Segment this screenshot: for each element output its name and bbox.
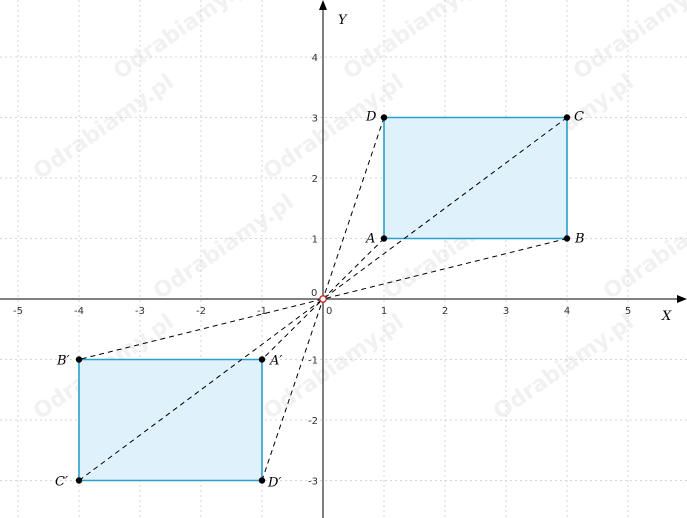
point-label-b2: B′ (56, 354, 70, 369)
point-c2 (75, 477, 83, 484)
watermark-text: Odrabiamy.pl (489, 310, 639, 425)
point-a (380, 235, 388, 242)
x-tick-label: 2 (442, 306, 448, 317)
point-a2 (258, 356, 266, 363)
y-tick-label: -1 (308, 356, 318, 367)
point-b (563, 235, 571, 242)
x-tick-label: -3 (135, 306, 145, 317)
y-tick-label: 2 (312, 174, 318, 185)
watermark-text: Odrabiamy.pl (569, 0, 687, 85)
point-label-b: B (574, 232, 585, 247)
origin-label: 0 (311, 288, 317, 299)
y-tick-label: 4 (312, 53, 318, 64)
y-tick-label: 1 (312, 235, 318, 246)
tick-labels: -5 -4 -3 -2 -1 0 1 2 3 4 5 -3 -2 -1 1 2 3 4 (13, 53, 631, 488)
y-tick-label: -2 (308, 416, 318, 427)
x-tick-label: 1 (381, 306, 387, 317)
y-axis-label: Y (338, 13, 348, 28)
x-axis-label: X (661, 309, 672, 324)
shapes-layer (78, 116, 568, 482)
x-axis-arrow-icon (677, 295, 687, 303)
point-d (380, 114, 388, 121)
x-tick-label: 5 (625, 306, 631, 317)
x-tick-label: 0 (326, 306, 332, 317)
points-layer: A B C D A′ B′ C′ D′ (55, 110, 585, 491)
center-point (319, 295, 327, 303)
point-c (563, 114, 571, 121)
x-tick-label: 4 (564, 306, 570, 317)
ray-c (78, 117, 568, 481)
y-tick-label: 3 (312, 114, 318, 125)
ray-b (78, 238, 568, 360)
rectangle-original (383, 116, 568, 240)
y-tick-label: -3 (308, 477, 318, 488)
x-tick-label: -2 (196, 306, 206, 317)
y-axis-arrow-icon (319, 0, 327, 10)
point-label-c: C (574, 110, 584, 125)
point-d2 (258, 477, 266, 484)
point-label-c2: C′ (55, 475, 68, 490)
point-label-a: A (365, 232, 375, 247)
point-label-d: D (365, 110, 377, 125)
watermark-text: Odrabiamy.pl (599, 190, 687, 305)
watermark-text: Odrabiamy.pl (339, 0, 489, 85)
point-b2 (75, 356, 83, 363)
watermark-text: Odrabiamy.pl (29, 70, 179, 185)
point-label-d2: D′ (267, 476, 281, 491)
watermark-text: Odrabiamy.pl (109, 0, 259, 85)
rectangle-image (78, 358, 263, 482)
x-tick-label: -4 (74, 306, 84, 317)
x-tick-label: -5 (13, 306, 23, 317)
x-tick-label: -1 (257, 306, 267, 317)
watermark-text: Odrabiamy.pl (149, 190, 299, 305)
point-label-a2: A′ (269, 354, 282, 369)
x-tick-label: 3 (503, 306, 509, 317)
